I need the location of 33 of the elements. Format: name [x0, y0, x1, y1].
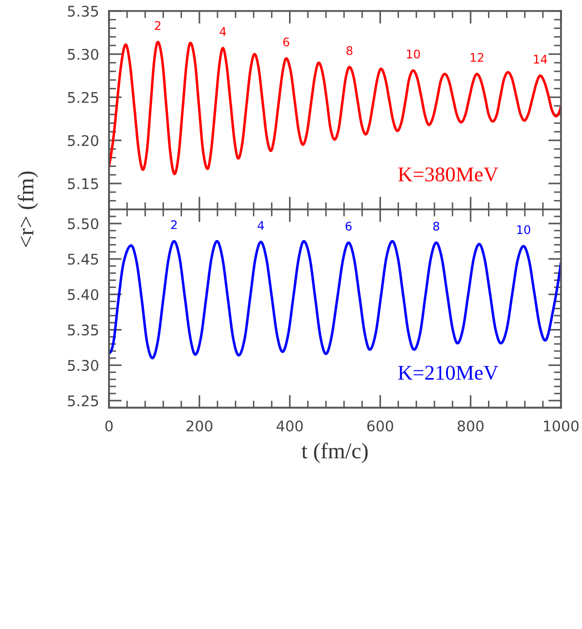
annotation: 10	[517, 225, 530, 234]
annotation: 4	[220, 27, 226, 36]
annotation: 4	[258, 221, 264, 230]
x-tick-label: 400	[276, 420, 303, 432]
y-tick-label: 5.25	[68, 395, 98, 406]
y-tick-label: 5.25	[68, 92, 98, 103]
y-tick-label: 5.45	[68, 254, 98, 265]
series-label: K=210MeV	[398, 366, 498, 380]
y-tick-label: 5.35	[68, 6, 98, 17]
x-axis-title: t (fm/c)	[302, 442, 368, 464]
annotation: 6	[346, 222, 352, 231]
x-tick-label: 0	[105, 420, 113, 432]
annotation: 12	[470, 53, 484, 62]
annotation: 14	[534, 54, 548, 64]
x-tick-label: 800	[458, 420, 484, 432]
x-tick-label: 600	[367, 420, 394, 432]
y-tick-label: 5.30	[68, 48, 98, 60]
y-tick-label: 5.40	[68, 289, 98, 300]
annotation: 8	[433, 222, 440, 231]
x-tick-label: 200	[186, 420, 212, 432]
annotation: 8	[346, 46, 352, 56]
series-label: K=380MeV	[398, 167, 498, 182]
annotation: 2	[171, 220, 177, 230]
y-tick-label: 5.20	[68, 135, 98, 146]
y-tick-label: 5.15	[68, 178, 98, 190]
y-tick-label: 5.30	[68, 360, 98, 371]
y-axis-title: <r> (fm)	[18, 172, 38, 247]
y-tick-label: 5.35	[68, 324, 98, 336]
y-tick-label: 5.50	[68, 218, 98, 230]
annotation: 10	[406, 50, 420, 58]
annotation: 6	[283, 37, 290, 46]
annotation: 2	[154, 21, 160, 30]
x-tick-label: 1000	[544, 420, 579, 432]
